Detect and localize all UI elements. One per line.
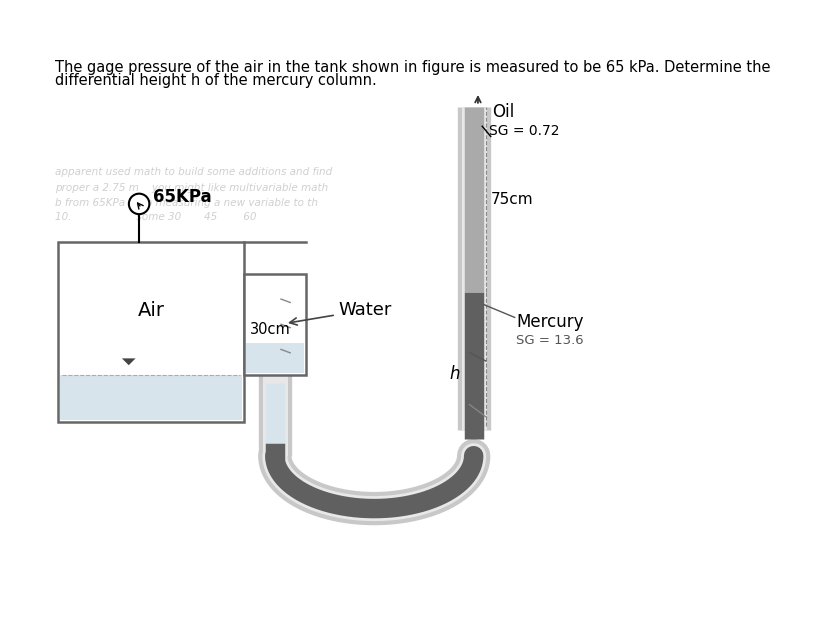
Text: Mercury: Mercury [516, 313, 584, 331]
Text: Air: Air [137, 301, 165, 320]
Text: Oil: Oil [492, 103, 515, 121]
FancyBboxPatch shape [60, 376, 242, 420]
FancyBboxPatch shape [246, 343, 304, 373]
Text: apparent used math to build some additions and find: apparent used math to build some additio… [56, 167, 332, 177]
FancyBboxPatch shape [58, 242, 244, 421]
Circle shape [129, 193, 149, 214]
Text: 75cm: 75cm [491, 192, 533, 207]
Text: 10.                    some 30       45        60: 10. some 30 45 60 [56, 212, 257, 222]
Text: b from 65KPa m to measuring a new variable to th: b from 65KPa m to measuring a new variab… [56, 198, 318, 208]
Text: SG = 0.72: SG = 0.72 [489, 124, 560, 138]
FancyBboxPatch shape [244, 274, 306, 374]
Text: Water: Water [290, 301, 392, 325]
Text: h: h [450, 365, 460, 382]
Text: differential height h of the mercury column.: differential height h of the mercury col… [56, 73, 377, 89]
Text: 30cm: 30cm [250, 322, 291, 337]
Text: SG = 13.6: SG = 13.6 [516, 334, 584, 347]
Text: 65KPa: 65KPa [152, 188, 212, 206]
Text: The gage pressure of the air in the tank shown in figure is measured to be 65 kP: The gage pressure of the air in the tank… [56, 60, 771, 75]
Polygon shape [122, 359, 136, 365]
Text: proper a 2.75 m    you might like multivariable math: proper a 2.75 m you might like multivari… [56, 183, 329, 193]
